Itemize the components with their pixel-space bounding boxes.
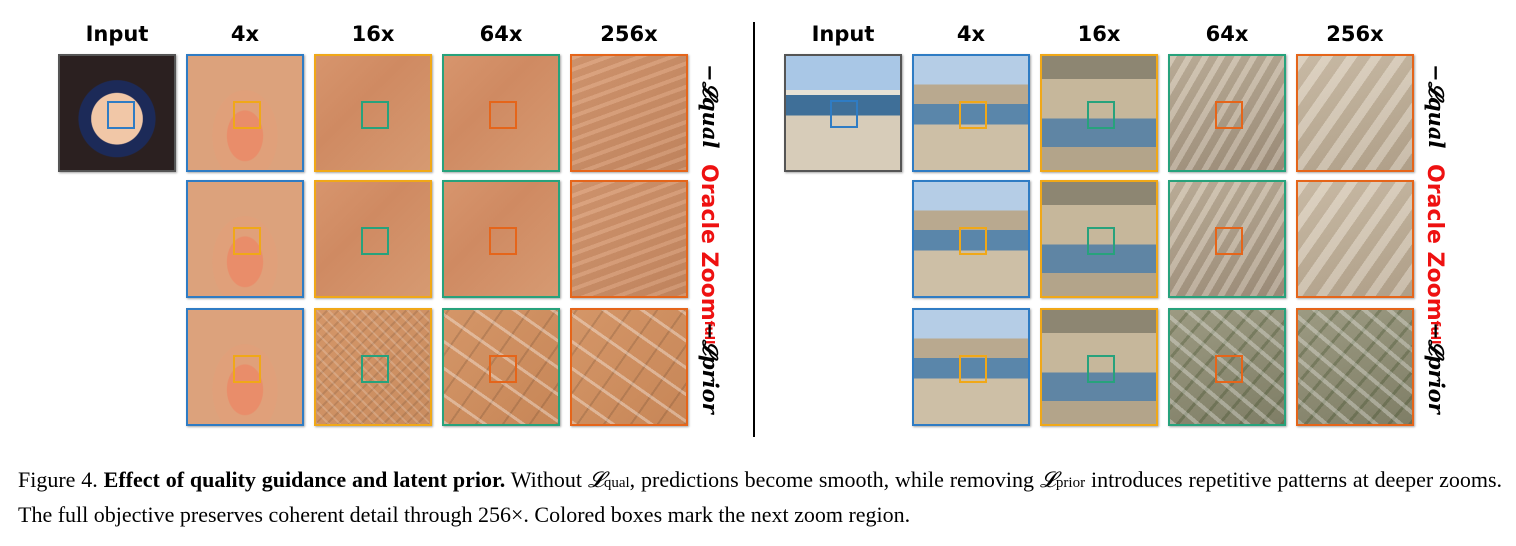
zoom-region-box [489, 101, 517, 129]
tile-r1-16x [314, 54, 432, 172]
tile-r1-4x [912, 54, 1030, 172]
caption-figure-number: Figure 4. [18, 467, 98, 492]
zoom-region-box [489, 227, 517, 255]
col-header-input: Input [811, 22, 875, 46]
zoom-region-box [233, 355, 261, 383]
zoom-region-box [233, 227, 261, 255]
tile-r3-16x [314, 308, 432, 426]
row-label-no-quality: −𝓛qual [1424, 64, 1449, 149]
tile-r2-256x [1296, 180, 1414, 298]
caption-l-qual-sub: qual [603, 475, 630, 491]
row-label-oracle-zoom: Oracle Zoomfull [696, 164, 721, 345]
oracle-label-main: Oracle Zoom [1422, 164, 1447, 321]
zoom-region-box [489, 355, 517, 383]
caption-text-2: , predictions become smooth, while remov… [629, 467, 1035, 492]
oracle-label-sub: full [1427, 320, 1442, 345]
col-header-4x: 4x [230, 22, 260, 46]
tile-r3-64x [442, 308, 560, 426]
tile-r2-4x [912, 180, 1030, 298]
row-label-oracle-zoom: Oracle Zoomfull [1422, 164, 1447, 345]
col-header-4x: 4x [956, 22, 986, 46]
tile-r1-64x [442, 54, 560, 172]
oracle-label-sub: full [701, 320, 716, 345]
zoom-region-box [1087, 355, 1115, 383]
col-header-64x: 64x [479, 22, 523, 46]
input-image [784, 54, 902, 172]
tile-r1-64x [1168, 54, 1286, 172]
tile-r3-4x [912, 308, 1030, 426]
oracle-label-main: Oracle Zoom [696, 164, 721, 321]
col-header-256x: 256x [1326, 22, 1384, 46]
col-header-input: Input [85, 22, 149, 46]
zoom-region-box [1215, 355, 1243, 383]
caption-text-4: . Colored boxes mark the next zoom regio… [523, 502, 911, 527]
tile-r3-256x [570, 308, 688, 426]
panel-divider [753, 22, 755, 437]
zoom-region-box [1087, 101, 1115, 129]
left-panel: Input 4x 16x 64x 256x −𝓛qual Oracle Zoom… [56, 22, 746, 442]
right-panel: Input 4x 16x 64x 256x −𝓛qual Oracle Zoom… [782, 22, 1472, 442]
zoom-region-box [959, 227, 987, 255]
zoom-region-box [361, 227, 389, 255]
zoom-region-box [959, 355, 987, 383]
caption-title: Effect of quality guidance and latent pr… [103, 467, 506, 492]
caption-text-3: introduces repetitive patterns at deeper… [18, 467, 1503, 527]
caption-l-prior: 𝓛 [1039, 467, 1056, 492]
col-header-16x: 16x [1077, 22, 1121, 46]
tile-r1-4x [186, 54, 304, 172]
tile-r3-16x [1040, 308, 1158, 426]
zoom-region-box [361, 355, 389, 383]
tile-r2-4x [186, 180, 304, 298]
tile-r1-16x [1040, 54, 1158, 172]
row-label-no-prior: −𝓛prior [698, 322, 723, 414]
caption-text-1: Without [510, 467, 582, 492]
input-image [58, 54, 176, 172]
zoom-region-box [1087, 227, 1115, 255]
tile-r3-64x [1168, 308, 1286, 426]
figure-caption: Figure 4. Effect of quality guidance and… [18, 464, 1502, 531]
caption-l-prior-sub: prior [1055, 475, 1086, 491]
zoom-region-box [959, 101, 987, 129]
zoom-region-box [361, 101, 389, 129]
zoom-region-box [1215, 101, 1243, 129]
zoom-region-box [107, 101, 135, 129]
tile-r1-256x [1296, 54, 1414, 172]
tile-r3-256x [1296, 308, 1414, 426]
tile-r2-64x [1168, 180, 1286, 298]
caption-zoom: 256× [478, 502, 524, 527]
tile-r2-16x [1040, 180, 1158, 298]
tile-r2-256x [570, 180, 688, 298]
col-header-16x: 16x [351, 22, 395, 46]
zoom-region-box [1215, 227, 1243, 255]
caption-l-qual: 𝓛 [587, 467, 604, 492]
zoom-region-box [830, 100, 858, 128]
zoom-region-box [233, 101, 261, 129]
tile-r2-64x [442, 180, 560, 298]
tile-r1-256x [570, 54, 688, 172]
col-header-256x: 256x [600, 22, 658, 46]
row-label-no-quality: −𝓛qual [698, 64, 723, 149]
row-label-no-prior: −𝓛prior [1424, 322, 1449, 414]
tile-r2-16x [314, 180, 432, 298]
col-header-64x: 64x [1205, 22, 1249, 46]
tile-r3-4x [186, 308, 304, 426]
